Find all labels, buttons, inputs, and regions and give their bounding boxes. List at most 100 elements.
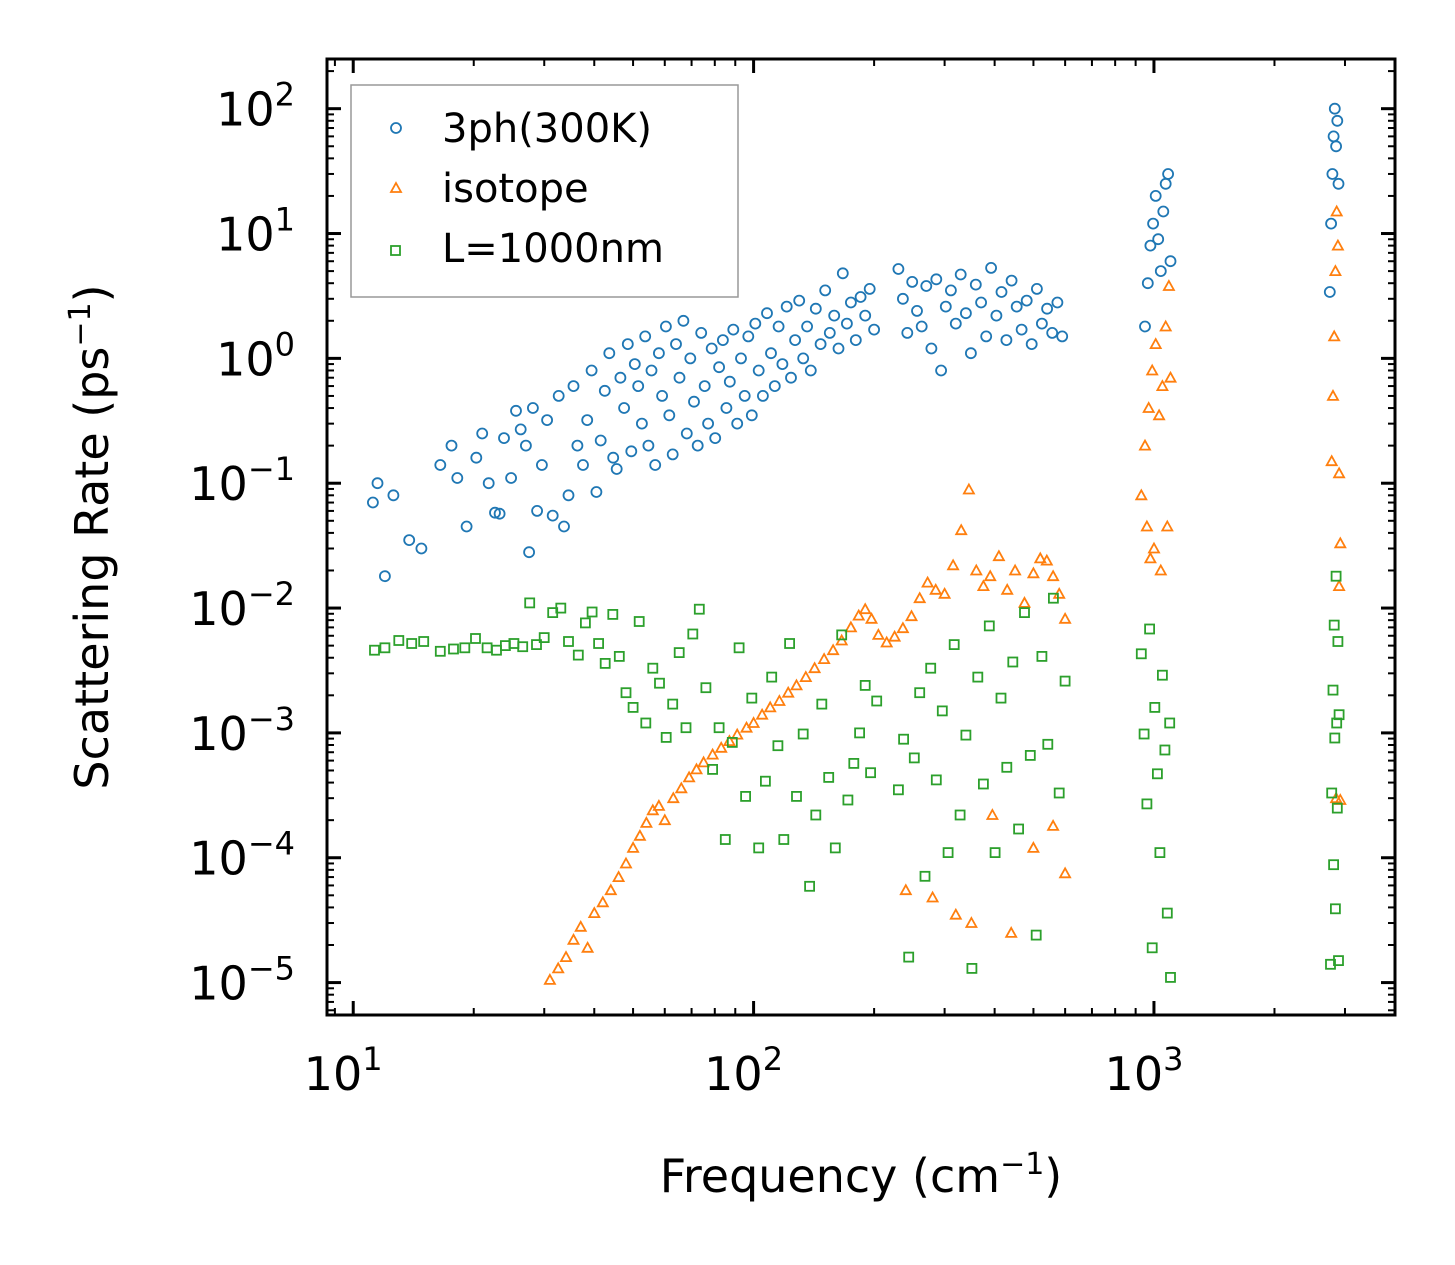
point-2-97 [1135,648,1147,660]
point-2-26 [613,651,625,662]
point-0-54 [663,409,676,422]
legend-label-3ph: 3ph(300K) [442,106,652,152]
point-1-70 [964,916,978,928]
point-2-109 [1165,972,1176,983]
point-0-79 [752,364,765,377]
point-0-32 [581,414,594,427]
point-0-82 [765,347,777,360]
point-1-10 [619,856,633,869]
point-1-95 [1330,204,1344,217]
point-0-147 [1154,265,1167,278]
point-1-62 [1033,551,1047,564]
point-0-17 [510,404,522,417]
point-1-69 [949,907,963,920]
point-2-56 [810,809,822,821]
point-0-158 [1331,114,1344,127]
point-2-90 [1024,750,1036,761]
point-0-28 [562,489,575,502]
point-0-21 [527,402,539,414]
point-1-54 [969,563,983,576]
point-1-83 [1159,319,1173,332]
point-2-55 [804,880,815,892]
point-0-65 [702,417,714,430]
point-2-73 [925,662,937,674]
legend-label-l1000nm: L=1000nm [442,226,664,272]
point-1-39 [852,608,866,621]
point-0-35 [594,434,607,447]
point-2-71 [914,687,926,699]
point-0-16 [505,472,518,484]
point-0-20 [523,546,535,559]
point-0-114 [925,342,938,355]
point-1-92 [1326,389,1340,401]
point-0-134 [1025,338,1038,351]
point-0-80 [757,389,769,402]
point-2-18 [555,602,567,614]
data-points [366,102,1347,985]
y-tick-label-5: 100 [216,325,295,386]
point-0-154 [1326,168,1339,180]
point-0-2 [378,570,391,583]
point-0-13 [489,506,501,519]
series-0 [366,102,1345,583]
point-1-16 [658,813,672,826]
point-0-8 [451,472,464,484]
point-0-48 [642,439,655,452]
point-2-19 [563,636,574,647]
point-1-97 [1332,466,1346,479]
point-2-42 [719,834,731,845]
point-0-15 [498,432,510,445]
point-2-112 [1327,684,1339,696]
point-2-119 [1331,802,1343,814]
point-1-19 [682,770,696,783]
x-axis-title: Frequency (cm−1) [660,1147,1063,1203]
point-0-59 [680,427,693,440]
y-tick-label-1: 10−4 [189,825,295,886]
point-1-9 [612,870,626,882]
point-2-2 [393,635,405,646]
point-1-3 [566,932,581,945]
point-0-83 [768,380,781,393]
point-2-68 [898,733,909,745]
point-0-96 [823,326,836,339]
point-2-21 [580,617,591,629]
point-2-113 [1328,859,1339,871]
point-2-120 [1332,636,1344,647]
point-2-43 [726,737,738,748]
point-0-74 [735,352,747,365]
point-0-113 [920,280,933,292]
point-2-31 [647,662,659,674]
point-0-33 [585,364,598,377]
point-2-94 [1048,592,1059,604]
point-1-12 [633,828,647,841]
point-0-103 [854,291,867,303]
point-0-42 [621,338,634,351]
point-2-121 [1333,955,1344,966]
point-2-63 [854,727,865,739]
point-0-66 [705,342,718,355]
point-0-145 [1149,189,1162,202]
point-2-59 [829,842,841,854]
point-0-89 [793,294,806,307]
point-2-91 [1030,929,1042,941]
point-0-148 [1157,205,1170,218]
point-2-14 [524,597,536,609]
legend-marker-l1000nm [390,245,401,256]
point-1-71 [985,808,999,820]
point-1-33 [799,670,813,682]
point-1-56 [983,569,997,582]
point-1-2 [559,950,573,962]
point-0-1 [371,477,384,490]
point-2-32 [654,677,665,689]
point-2-49 [766,671,778,683]
point-1-50 [938,586,952,599]
point-0-11 [476,427,489,440]
point-1-53 [962,482,976,495]
point-1-42 [871,628,885,640]
x-tick-labels: 101 102 103 [304,1040,1184,1101]
point-0-98 [832,342,845,355]
plot-frame [325,57,1397,1017]
point-0-94 [814,338,827,351]
point-1-21 [697,755,711,768]
point-1-45 [896,621,910,634]
